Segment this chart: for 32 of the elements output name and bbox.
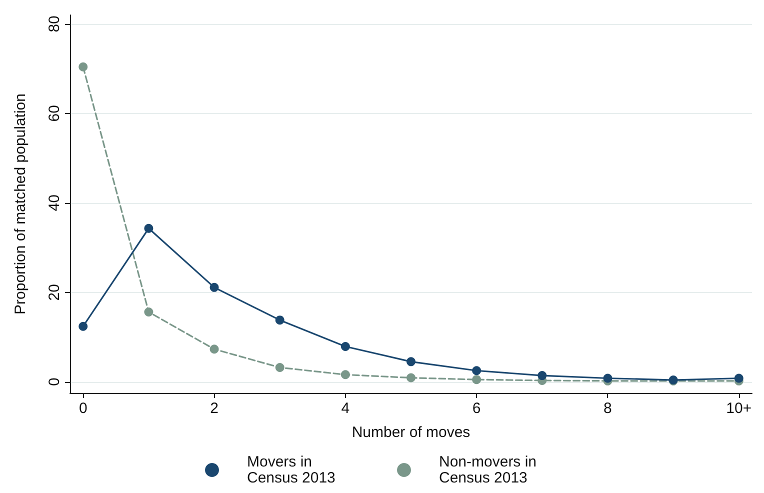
x-axis-title: Number of moves [352,424,470,441]
y-axis-title: Proportion of matched population [12,94,29,314]
point [78,62,88,72]
y-tick-label: 20 [46,284,63,301]
point [603,374,612,383]
legend-label: Movers in Census 2013 [247,454,336,486]
point [340,342,350,351]
x-tick-label: 6 [472,400,481,417]
legend-label: Non-movers in Census 2013 [439,454,541,486]
point [210,344,219,354]
x-tick-label: 0 [78,400,88,417]
point [144,224,154,233]
point [275,363,284,372]
point [472,375,482,384]
y-tick-label: 80 [46,16,63,32]
point [406,357,416,366]
point [210,282,219,292]
point [275,316,284,325]
y-tick-label: 0 [46,378,63,386]
x-tick-label: 8 [604,400,612,417]
point [472,366,482,376]
point [144,308,154,317]
y-tick-label: 40 [46,194,63,212]
point [734,374,744,383]
y-tick-label: 60 [46,105,63,122]
x-tick-label: 10+ [726,400,752,417]
point [406,373,416,382]
point [78,322,88,331]
x-tick-label: 4 [341,400,350,417]
point [340,370,350,380]
x-tick-label: 2 [210,400,218,417]
point [538,371,547,380]
